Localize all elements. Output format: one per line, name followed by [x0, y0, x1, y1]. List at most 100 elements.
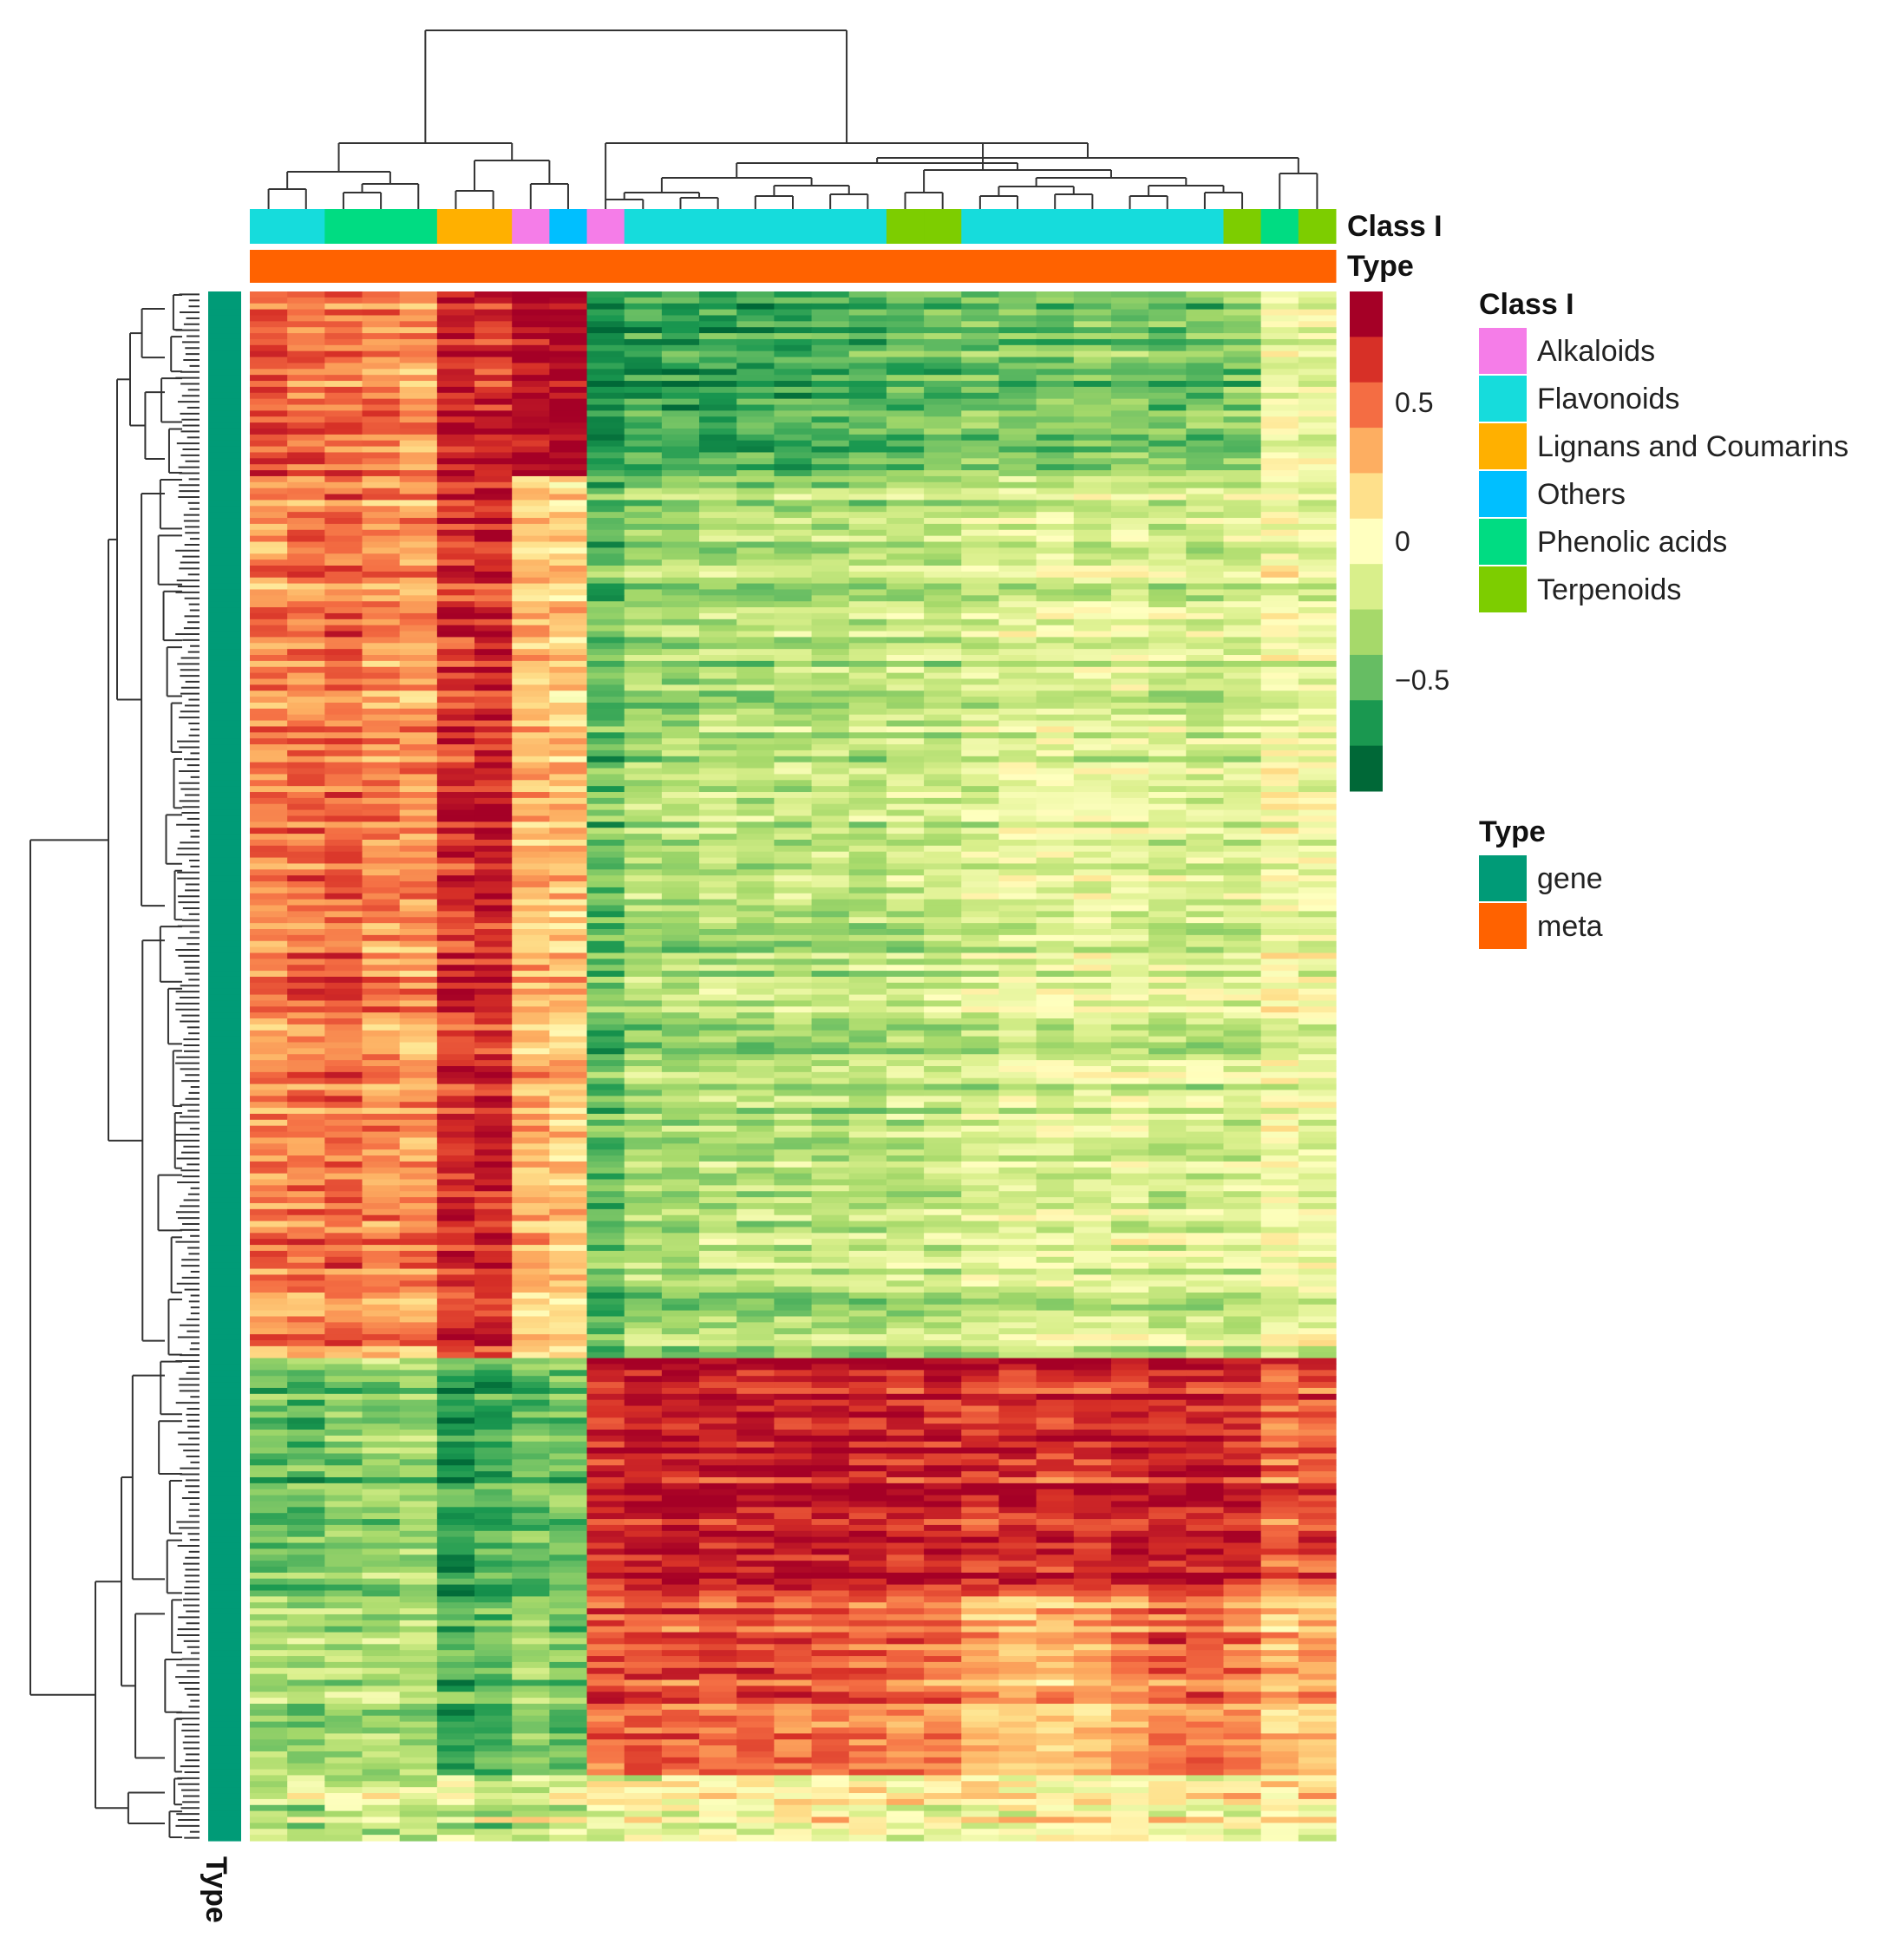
heatmap-cell	[1148, 512, 1187, 519]
heatmap-cell	[774, 749, 813, 757]
heatmap-cell	[586, 749, 625, 757]
heatmap-cell	[362, 637, 401, 644]
heatmap-cell	[1148, 583, 1187, 591]
heatmap-cell	[811, 494, 850, 501]
heatmap-cell	[811, 857, 850, 865]
heatmap-cell	[1036, 809, 1075, 817]
heatmap-cell	[474, 481, 513, 489]
heatmap-cell	[474, 708, 513, 716]
heatmap-cell	[774, 440, 813, 448]
heatmap-cell	[474, 375, 513, 382]
heatmap-cell	[287, 434, 325, 442]
heatmap-cell	[474, 560, 513, 566]
heatmap-cell	[1148, 851, 1187, 859]
heatmap-cell	[736, 678, 775, 685]
heatmap-cell	[250, 631, 288, 638]
heatmap-cell	[924, 381, 962, 388]
heatmap-cell	[1036, 702, 1075, 710]
heatmap-cell	[1073, 458, 1112, 465]
heatmap-cell	[1260, 1054, 1299, 1061]
heatmap-cell	[586, 1030, 625, 1037]
heatmap-cell	[1298, 363, 1337, 370]
heatmap-cell	[436, 631, 475, 638]
heatmap-cell	[1298, 577, 1337, 585]
heatmap-cell	[961, 1131, 1000, 1139]
heatmap-cell	[1148, 589, 1187, 596]
heatmap-cell	[811, 452, 850, 459]
heatmap-cell	[324, 857, 363, 865]
heatmap-cell	[324, 464, 363, 471]
heatmap-cell	[512, 839, 550, 847]
heatmap-cell	[924, 1054, 962, 1061]
heatmap-cell	[924, 666, 962, 674]
heatmap-cell	[512, 702, 550, 710]
row-type-annotation-cell	[208, 1567, 241, 1574]
heatmap-cell	[586, 1096, 625, 1103]
heatmap-cell	[848, 422, 887, 429]
heatmap-cell	[924, 428, 962, 435]
heatmap-cell	[961, 398, 1000, 406]
heatmap-cell	[624, 971, 663, 978]
heatmap-cell	[549, 327, 588, 334]
heatmap-cell	[661, 625, 700, 632]
heatmap-cell	[961, 786, 1000, 793]
heatmap-cell	[924, 595, 962, 602]
heatmap-cell	[474, 607, 513, 614]
heatmap-cell	[886, 338, 925, 346]
heatmap-cell	[1298, 834, 1337, 841]
heatmap-cell	[886, 976, 925, 984]
heatmap-cell	[324, 583, 363, 591]
heatmap-cell	[699, 738, 737, 745]
heatmap-cell	[1186, 934, 1225, 942]
heatmap-cell	[1260, 1060, 1299, 1067]
heatmap-cell	[1260, 923, 1299, 930]
heatmap-cell	[586, 338, 625, 346]
heatmap-cell	[250, 1006, 288, 1013]
heatmap-cell	[848, 541, 887, 548]
heatmap-cell	[1186, 726, 1225, 733]
row-type-annotation-cell	[208, 583, 241, 591]
heatmap-cell	[811, 815, 850, 822]
heatmap-cell	[399, 768, 438, 776]
heatmap-cell	[924, 881, 962, 888]
heatmap-cell	[250, 434, 288, 442]
heatmap-cell	[811, 1131, 850, 1139]
heatmap-cell	[549, 762, 588, 769]
heatmap-cell	[961, 1083, 1000, 1091]
heatmap-cell	[549, 768, 588, 776]
heatmap-cell	[1110, 553, 1149, 560]
heatmap-cell	[399, 458, 438, 465]
type-annotation-cell	[1298, 250, 1337, 283]
heatmap-cell	[512, 940, 550, 948]
heatmap-cell	[512, 303, 550, 311]
heatmap-cell	[549, 643, 588, 650]
row-type-annotation-cell	[208, 565, 241, 573]
heatmap-cell	[1073, 523, 1112, 531]
heatmap-cell	[287, 965, 325, 972]
heatmap-cell	[848, 637, 887, 644]
heatmap-cell	[399, 488, 438, 495]
heatmap-cell	[736, 1030, 775, 1037]
heatmap-cell	[549, 1102, 588, 1109]
heatmap-cell	[924, 386, 962, 394]
heatmap-cell	[436, 350, 475, 358]
heatmap-cell	[1186, 488, 1225, 495]
heatmap-cell	[961, 553, 1000, 560]
heatmap-cell	[586, 649, 625, 656]
heatmap-cell	[250, 303, 288, 311]
heatmap-cell	[961, 547, 1000, 554]
heatmap-cell	[1223, 631, 1262, 638]
heatmap-cell	[1186, 691, 1225, 697]
heatmap-cell	[1298, 911, 1337, 918]
heatmap-cell	[1110, 803, 1149, 811]
heatmap-cell	[512, 792, 550, 799]
heatmap-cell	[661, 803, 700, 811]
heatmap-cell	[736, 1090, 775, 1096]
heatmap-cell	[848, 863, 887, 870]
heatmap-cell	[998, 1018, 1037, 1025]
heatmap-cell	[549, 291, 588, 298]
heatmap-cell	[1260, 452, 1299, 459]
heatmap-cell	[961, 672, 1000, 680]
heatmap-cell	[586, 440, 625, 448]
heatmap-cell	[699, 428, 737, 435]
